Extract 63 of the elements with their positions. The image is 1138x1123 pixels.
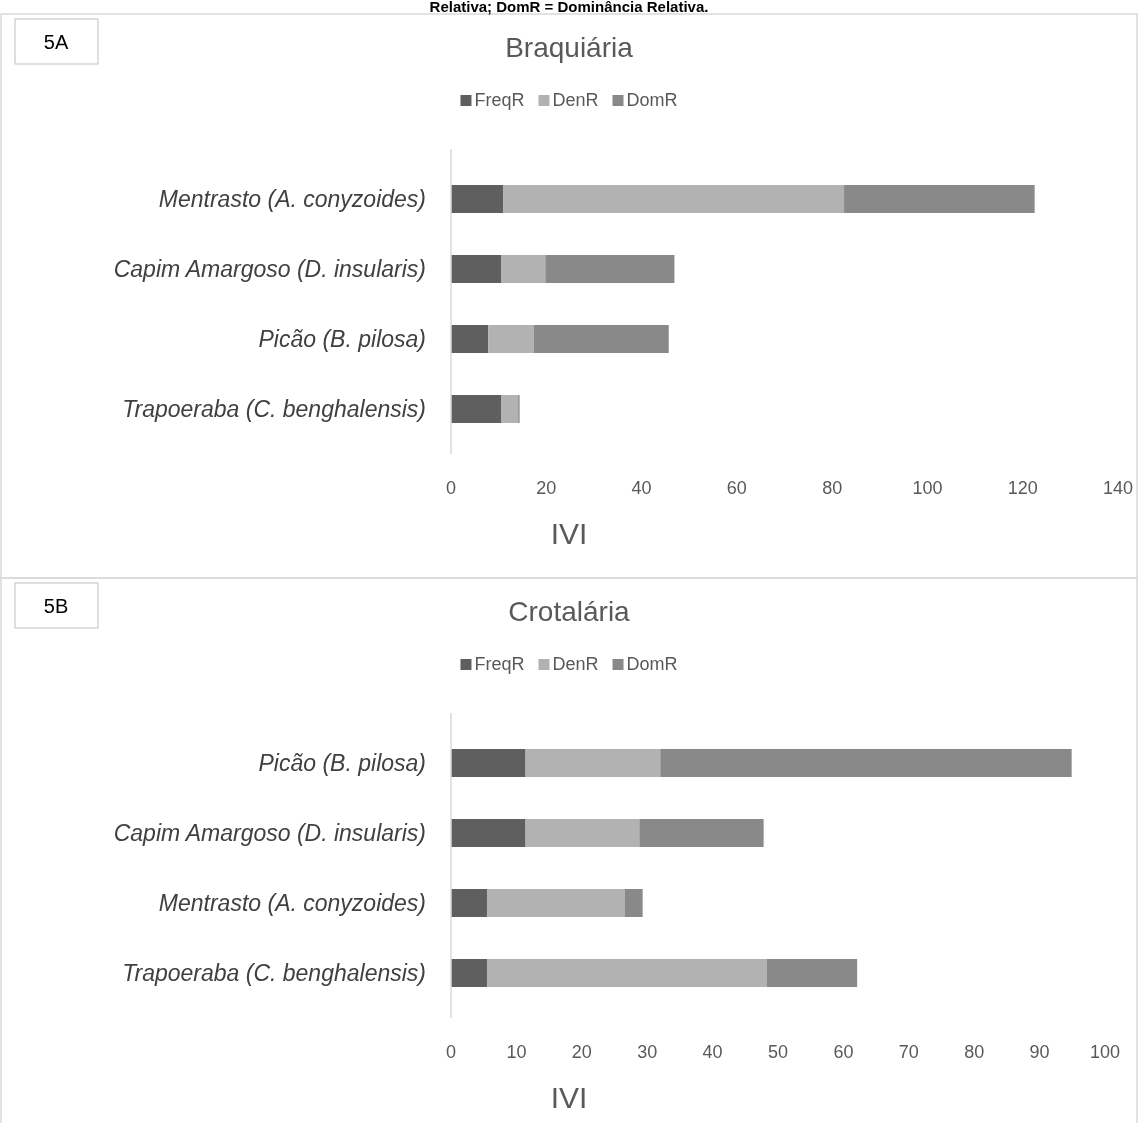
bar <box>766 959 858 987</box>
x-tick-label: 80 <box>964 1042 985 1062</box>
legend-label: DomR <box>626 90 678 110</box>
x-tick-label: 10 <box>506 1042 527 1062</box>
bar <box>503 185 845 213</box>
text: Relativa; DomR = Dominância Relativa. <box>429 0 709 15</box>
y-tick-label: Trapoeraba (C. benghalensis) <box>122 396 426 422</box>
legend-label: DomR <box>626 654 678 674</box>
y-tick-label: Capim Amargoso (D. insularis) <box>113 256 426 282</box>
y-tick-label: Mentrasto (A. conyzoides) <box>158 890 426 916</box>
x-tick-label: 0 <box>445 478 457 498</box>
x-tick-label: 40 <box>702 1042 723 1062</box>
x-tick-label: 60 <box>726 478 747 498</box>
bar <box>451 749 526 777</box>
bar <box>624 889 643 917</box>
y-tick-label: Picão (B. pilosa) <box>258 750 426 776</box>
x-tick-label: 0 <box>445 1042 457 1062</box>
legend-label: DenR <box>552 90 599 110</box>
bar <box>533 325 669 353</box>
x-tick-label: 140 <box>1102 478 1134 498</box>
bar <box>486 959 767 987</box>
bar <box>525 819 640 847</box>
text: 5B <box>43 595 69 617</box>
x-tick-label: 60 <box>833 1042 854 1062</box>
x-tick-label: 90 <box>1029 1042 1050 1062</box>
legend-label: FreqR <box>474 654 525 674</box>
legend-label: FreqR <box>474 90 525 110</box>
y-tick-label: Capim Amargoso (D. insularis) <box>113 820 426 846</box>
chart-title: Braquiária <box>505 32 634 63</box>
bar <box>486 889 625 917</box>
bar <box>844 185 1035 213</box>
x-axis-title: IVI <box>550 517 588 550</box>
x-tick-label: 120 <box>1007 478 1038 498</box>
bar <box>451 819 526 847</box>
bar <box>451 255 502 283</box>
x-tick-label: 100 <box>912 478 943 498</box>
x-tick-label: 30 <box>637 1042 658 1062</box>
bar <box>525 749 661 777</box>
bar <box>451 959 487 987</box>
text: 5A <box>43 31 69 53</box>
y-tick-label: Picão (B. pilosa) <box>258 326 426 352</box>
x-axis-title: IVI <box>550 1081 588 1114</box>
bar <box>451 325 489 353</box>
bar <box>501 395 519 423</box>
x-tick-label: 40 <box>631 478 652 498</box>
bar <box>451 889 487 917</box>
x-tick-label: 20 <box>536 478 557 498</box>
bar <box>639 819 764 847</box>
chart-title: Crotalária <box>508 596 631 627</box>
y-tick-label: Mentrasto (A. conyzoides) <box>158 186 426 212</box>
x-tick-label: 50 <box>767 1042 789 1062</box>
y-tick-label: Trapoeraba (C. benghalensis) <box>122 960 426 986</box>
bar <box>545 255 675 283</box>
x-tick-label: 100 <box>1089 1042 1121 1062</box>
legend-label: DenR <box>552 654 599 674</box>
x-tick-label: 80 <box>822 478 843 498</box>
bar <box>451 395 502 423</box>
bar <box>501 255 546 283</box>
x-tick-label: 20 <box>571 1042 592 1062</box>
bar <box>488 325 534 353</box>
x-tick-label: 70 <box>898 1042 919 1062</box>
bar <box>660 749 1072 777</box>
bar <box>451 185 504 213</box>
